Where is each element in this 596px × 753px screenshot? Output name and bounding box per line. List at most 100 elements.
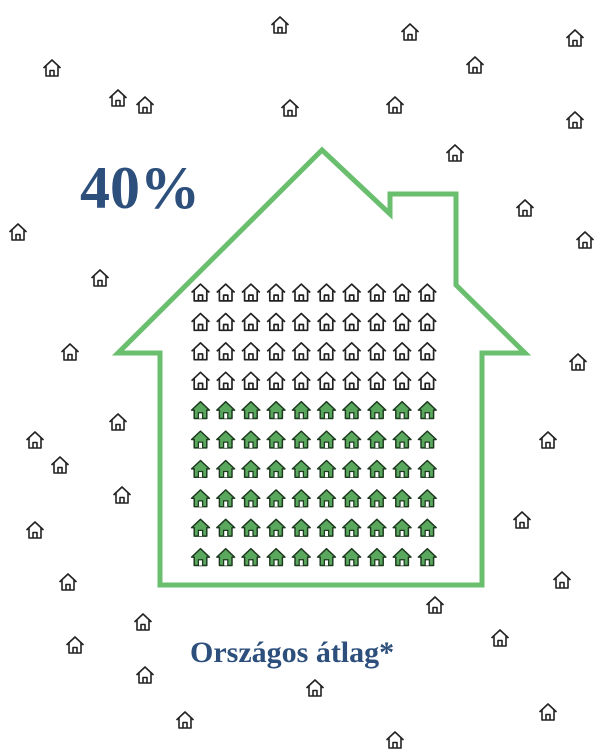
house-cell [266, 371, 286, 390]
house-cell [291, 342, 312, 361]
decor-house [270, 16, 290, 34]
house-cell [241, 400, 261, 420]
house-cell [216, 547, 236, 567]
house-cell [190, 547, 211, 567]
decor-house [112, 486, 132, 504]
house-cell [266, 283, 286, 302]
house-cell [266, 342, 286, 361]
house-cell [241, 547, 261, 567]
decor-house [490, 629, 510, 647]
decor-house [50, 456, 70, 474]
house-cell [417, 400, 437, 420]
house-cell [215, 283, 236, 302]
house-cell [367, 518, 387, 537]
house-cell [291, 312, 312, 332]
house-cell [266, 489, 286, 508]
decor-house [42, 59, 62, 77]
decor-house [552, 571, 572, 589]
house-cell [342, 400, 362, 420]
house-cell [216, 459, 236, 479]
decor-house [305, 679, 325, 697]
house-cell [216, 489, 236, 508]
house-cell [266, 312, 286, 332]
house-cell [215, 312, 236, 332]
decor-house [175, 711, 195, 729]
decor-house [108, 413, 128, 431]
decor-house [385, 96, 405, 114]
house-cell [316, 459, 337, 479]
house-outline [111, 146, 532, 588]
house-cell [392, 312, 412, 332]
house-cell [241, 312, 261, 332]
house-cell [216, 400, 236, 420]
house-cell [341, 371, 362, 390]
house-cell [241, 430, 261, 449]
house-cell [241, 283, 261, 302]
house-cell [367, 400, 387, 420]
house-cell [291, 283, 312, 302]
house-cell [342, 518, 362, 537]
house-cell [417, 430, 437, 449]
house-cell [190, 342, 211, 361]
outlined-houses [190, 283, 438, 390]
decor-house [25, 431, 45, 449]
house-cell [291, 547, 311, 567]
decor-house [108, 89, 128, 107]
house-cell [316, 283, 337, 302]
house-cell [392, 283, 412, 302]
house-cell [417, 283, 438, 302]
decor-house [60, 343, 80, 361]
house-cell [367, 430, 387, 449]
house-cell [367, 342, 387, 361]
house-cell [266, 518, 286, 537]
house-cell [291, 430, 311, 449]
house-cell [367, 312, 387, 332]
house-cell [241, 371, 261, 390]
decor-house [400, 23, 420, 41]
house-cell [417, 547, 437, 567]
house-cell [341, 342, 362, 361]
house-cell [241, 489, 261, 508]
decor-house [515, 199, 535, 217]
house-cell [417, 489, 437, 508]
house-cell [417, 342, 438, 361]
house-cell [392, 459, 412, 479]
decor-house [512, 511, 532, 529]
house-cell [316, 400, 337, 420]
decor-house [135, 96, 155, 114]
decor-house [135, 666, 155, 684]
house-cell [341, 283, 362, 302]
decor-house [65, 636, 85, 654]
house-cell [241, 518, 261, 537]
decor-house [25, 521, 45, 539]
house-cell [190, 283, 211, 302]
house-cell [216, 430, 236, 449]
house-cell [342, 430, 362, 449]
house-cell [367, 489, 387, 508]
house-cell [291, 459, 311, 479]
house-cell [241, 342, 261, 361]
caption: Országos átlag* [190, 636, 394, 669]
house-cell [392, 400, 412, 420]
filled-houses [190, 400, 437, 567]
house-cell [190, 312, 211, 332]
headline-percent: 40% [80, 155, 200, 221]
house-cell [392, 547, 412, 567]
house-cell [417, 371, 438, 390]
decor-house [425, 596, 445, 614]
house-cell [316, 547, 337, 567]
house-cell [190, 400, 211, 420]
house-cell [241, 459, 261, 479]
decor-house [385, 731, 405, 749]
decor-house [575, 231, 595, 249]
house-cell [190, 430, 211, 449]
house-cell [341, 312, 362, 332]
house-cell [266, 547, 286, 567]
house-cell [367, 371, 387, 390]
house-cell [342, 459, 362, 479]
house-cell [316, 312, 337, 332]
decor-house [445, 144, 465, 162]
house-cell [367, 547, 387, 567]
house-cell [417, 312, 438, 332]
house-cell [266, 459, 286, 479]
